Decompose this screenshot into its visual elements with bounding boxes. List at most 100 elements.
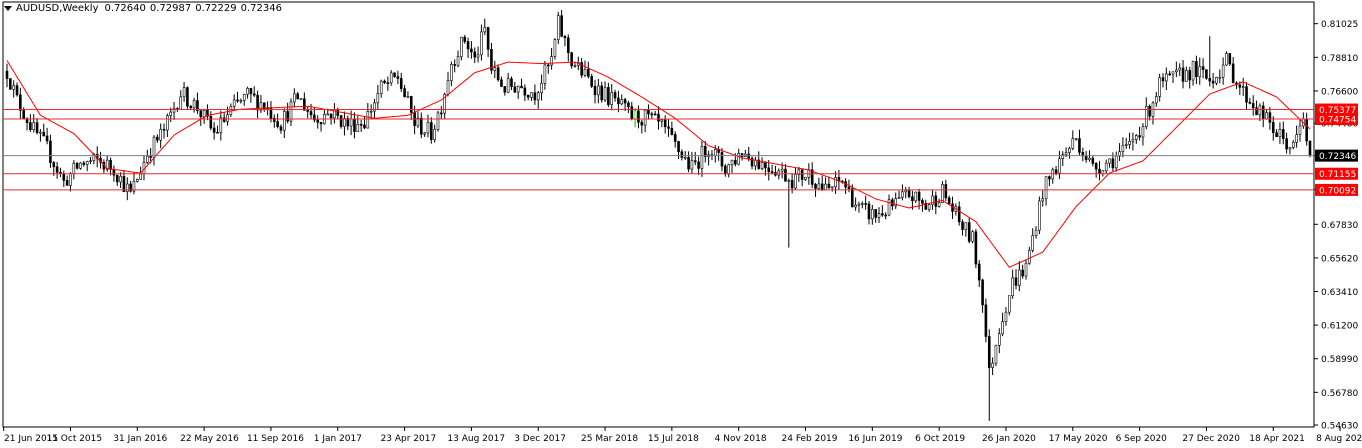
candle-body	[1011, 277, 1014, 297]
candle-body	[1091, 157, 1095, 164]
candle-body	[934, 195, 938, 207]
candle-body	[1255, 107, 1258, 116]
candle-body	[697, 161, 700, 169]
candle-body	[987, 336, 991, 368]
candle-body	[75, 162, 79, 169]
candle-body	[426, 122, 430, 134]
candle-body	[633, 110, 637, 120]
candle-body	[560, 15, 563, 37]
candle-body	[877, 213, 881, 218]
candle-body	[406, 96, 410, 98]
candle-body	[977, 263, 981, 281]
candle-body	[166, 115, 169, 131]
level-label-bg	[1315, 183, 1358, 196]
candle-body	[693, 160, 697, 163]
candle-body	[1288, 147, 1292, 150]
candle-body	[1144, 105, 1148, 127]
candle-body	[379, 80, 383, 94]
candle-body	[967, 222, 971, 242]
candle-body	[1258, 105, 1262, 116]
candle-body	[446, 80, 450, 95]
y-tick-label: 0.67830	[1321, 221, 1358, 231]
candle-body	[997, 333, 1001, 346]
x-tick-label: 24 Feb 2019	[782, 434, 838, 444]
candle-body	[670, 128, 674, 135]
candle-body	[770, 171, 774, 173]
candle-body	[607, 87, 610, 106]
candle-body	[279, 126, 283, 131]
candle-body	[1238, 84, 1242, 88]
candle-body	[1271, 122, 1275, 134]
candle-body	[299, 98, 303, 101]
candle-body	[1058, 158, 1061, 174]
candle-body	[460, 36, 463, 58]
candle-body	[182, 87, 186, 98]
candle-body	[15, 85, 19, 96]
x-tick-label: 23 Apr 2017	[381, 434, 437, 444]
candle-body	[1251, 103, 1255, 109]
candle-body	[650, 113, 654, 116]
candle-body	[784, 168, 787, 182]
candle-body	[105, 159, 109, 170]
candle-body	[1308, 140, 1312, 156]
candle-body	[627, 102, 630, 107]
candle-body	[1054, 169, 1058, 174]
candle-body	[433, 129, 436, 141]
level-label: 0.75377	[1319, 106, 1356, 116]
candle-body	[683, 156, 687, 159]
candle-body	[82, 162, 86, 165]
candle-body	[1205, 69, 1208, 79]
x-tick-label: 6 Sep 2020	[1116, 434, 1168, 444]
candle-body	[590, 76, 593, 87]
candle-body	[69, 173, 72, 186]
candle-body	[1074, 138, 1078, 140]
y-tick-label: 0.78810	[1321, 54, 1358, 64]
candle-body	[767, 167, 771, 172]
candle-body	[947, 197, 951, 205]
candle-body	[563, 36, 567, 39]
triangle-down-icon[interactable]	[4, 5, 12, 11]
candle-body	[907, 190, 911, 198]
candle-body	[556, 15, 560, 40]
candle-body	[593, 85, 597, 96]
candle-body	[179, 96, 183, 110]
candle-body	[667, 126, 670, 129]
candle-body	[757, 159, 761, 169]
candle-body	[1001, 321, 1004, 335]
candle-body	[189, 105, 193, 109]
candle-body	[1185, 70, 1188, 82]
candle-body	[249, 88, 253, 95]
candle-body	[740, 153, 744, 157]
candle-body	[1044, 176, 1048, 200]
candle-body	[466, 41, 470, 50]
candle-body	[339, 115, 343, 127]
candle-body	[857, 203, 861, 206]
candle-body	[1034, 229, 1038, 236]
candle-body	[1295, 134, 1298, 143]
candle-body	[533, 92, 537, 101]
candle-body	[159, 128, 162, 141]
candle-body	[480, 31, 483, 56]
x-tick-label: 4 Nov 2018	[715, 434, 767, 444]
candle-body	[974, 231, 978, 265]
candle-body	[750, 157, 754, 167]
candle-body	[921, 200, 924, 204]
candle-body	[386, 82, 390, 84]
candle-body	[112, 169, 116, 176]
level-label-bg	[1315, 113, 1358, 126]
candle-body	[369, 110, 373, 113]
candle-body	[1131, 139, 1135, 142]
candle-body	[85, 161, 89, 165]
candle-body	[236, 99, 239, 102]
candles	[5, 10, 1312, 421]
candle-body	[139, 173, 142, 180]
candle-body	[914, 191, 918, 202]
candle-body	[663, 119, 667, 128]
candle-body	[259, 102, 263, 111]
y-axis: 0.810250.788100.766000.744800.723400.701…	[1314, 20, 1358, 432]
candle-body	[1014, 277, 1018, 286]
candle-body	[222, 117, 226, 122]
